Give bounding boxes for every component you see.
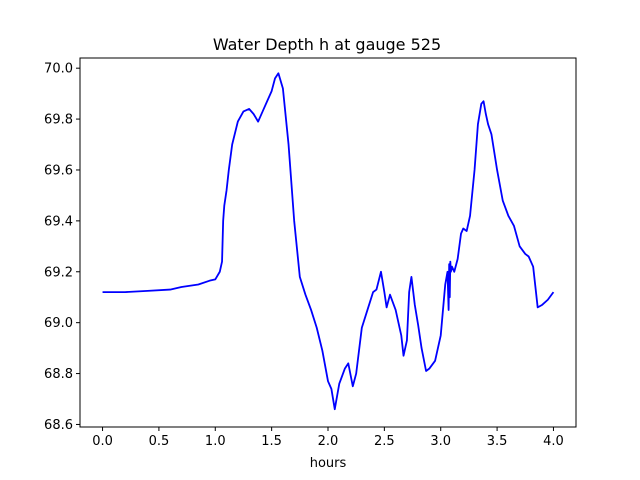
y-axis: 68.6 68.8 69.0 69.2 69.4 69.6 69.8 70.0 [44, 62, 80, 433]
x-tick-label: 3.5 [487, 434, 508, 449]
x-axis-label: hours [310, 456, 347, 471]
x-tick-label: 4.0 [543, 434, 564, 449]
chart-title: Water Depth h at gauge 525 [213, 35, 441, 54]
y-tick-label: 69.4 [44, 214, 73, 229]
series-layer [102, 72, 555, 411]
y-tick-label: 68.6 [44, 418, 73, 433]
x-tick-label: 1.5 [261, 434, 282, 449]
plot-frame [79, 57, 577, 428]
x-tick-label: 0.5 [149, 434, 170, 449]
y-tick-label: 69.0 [44, 316, 73, 331]
x-tick-label: 3.0 [430, 434, 451, 449]
plot-area [79, 57, 577, 428]
y-tick-label: 69.8 [44, 113, 73, 128]
x-tick-label: 2.5 [374, 434, 395, 449]
x-axis: 0.0 0.5 1.0 1.5 2.0 2.5 3.0 3.5 4.0 [92, 427, 564, 449]
y-tick-label: 69.2 [44, 265, 73, 280]
x-tick-label: 0.0 [92, 434, 113, 449]
y-tick-label: 69.6 [44, 163, 73, 178]
x-tick-label: 1.0 [205, 434, 226, 449]
y-tick-label: 68.8 [44, 367, 73, 382]
y-tick-label: 70.0 [44, 62, 73, 77]
series-line-0 [102, 72, 555, 411]
x-tick-label: 2.0 [318, 434, 339, 449]
